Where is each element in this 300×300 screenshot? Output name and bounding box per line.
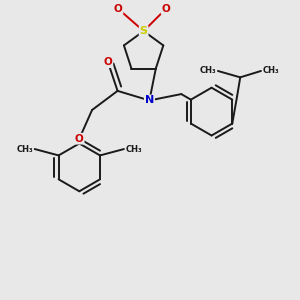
Text: CH₃: CH₃ [262,67,279,76]
Text: O: O [75,134,84,144]
Text: O: O [103,57,112,67]
Text: CH₃: CH₃ [125,145,142,154]
Text: O: O [162,4,170,14]
Text: CH₃: CH₃ [200,67,216,76]
Text: N: N [145,95,154,105]
Text: S: S [140,26,148,36]
Text: O: O [114,4,122,14]
Text: CH₃: CH₃ [16,145,33,154]
